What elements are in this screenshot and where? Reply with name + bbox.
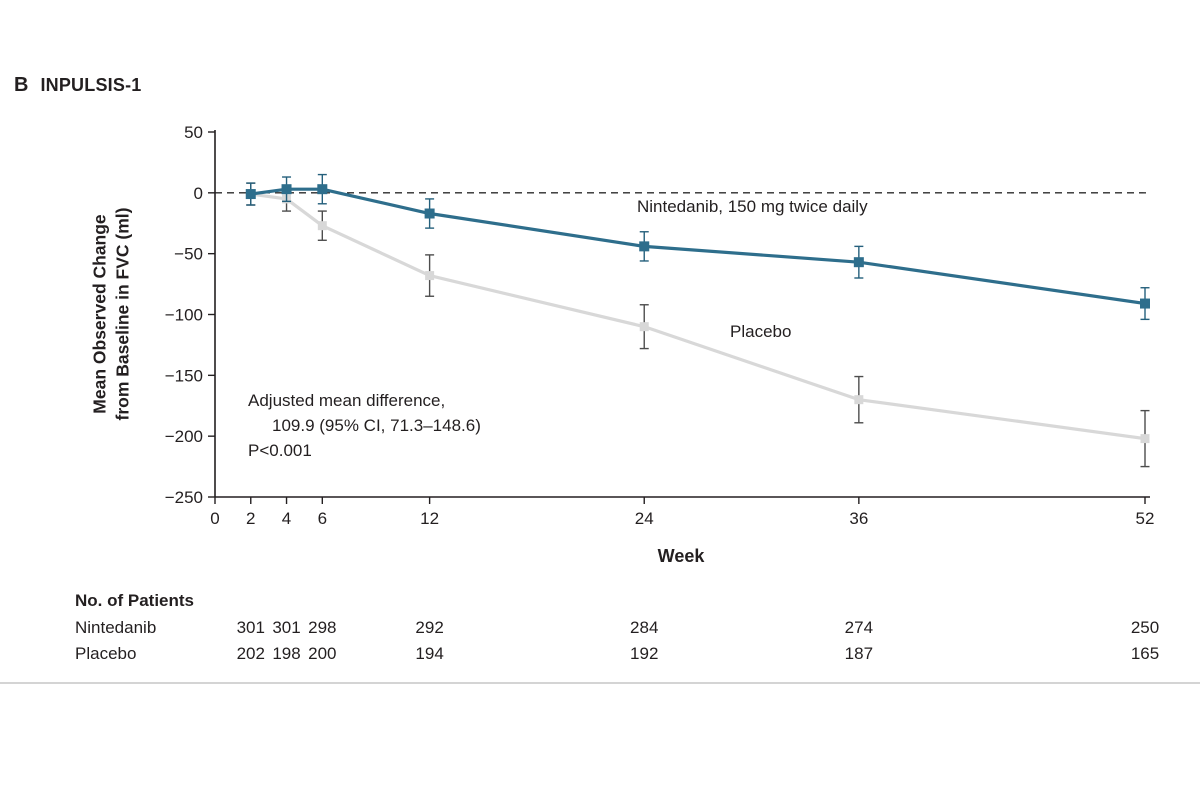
patients-count: 198 — [272, 644, 301, 663]
patients-row-label: Nintedanib — [75, 618, 157, 637]
y-axis-label-line1: Mean Observed Change — [89, 214, 110, 414]
y-tick-label: 50 — [184, 123, 203, 142]
bottom-divider — [0, 682, 1200, 684]
series-marker-0 — [245, 189, 256, 200]
patients-row-label: Placebo — [75, 644, 137, 663]
y-tick-label: 0 — [194, 184, 203, 203]
series-marker-0 — [281, 184, 292, 195]
annotation-line1: Adjusted mean difference, — [248, 391, 446, 410]
patients-count: 192 — [630, 644, 659, 663]
patients-count: 202 — [236, 644, 265, 663]
y-tick-label: −150 — [165, 366, 203, 385]
nintedanib-series-label: Nintedanib, 150 mg twice daily — [637, 197, 868, 216]
patients-count: 292 — [415, 618, 444, 637]
patients-count: 250 — [1130, 618, 1160, 637]
series-marker-0 — [1140, 298, 1150, 309]
x-tick-label: 24 — [635, 509, 654, 528]
patients-count: 301 — [272, 618, 301, 637]
x-tick-label: 12 — [420, 509, 439, 528]
series-marker-1 — [317, 221, 327, 231]
series-marker-1 — [1140, 434, 1150, 444]
panel-header: B INPULSIS-1 — [14, 74, 141, 97]
x-tick-label: 6 — [318, 509, 327, 528]
patients-count: 194 — [415, 644, 444, 663]
patients-count: 187 — [844, 644, 874, 663]
series-marker-0 — [424, 208, 435, 219]
series-marker-1 — [854, 395, 864, 405]
y-tick-label: −200 — [165, 427, 203, 446]
series-marker-1 — [639, 322, 649, 332]
series-marker-0 — [317, 184, 328, 195]
patients-count: 200 — [308, 644, 337, 663]
panel-letter: B — [14, 74, 29, 96]
y-axis-label-line2: from Baseline in FVC (ml) — [112, 207, 132, 421]
x-axis-label: Week — [657, 546, 705, 566]
series-marker-0 — [639, 241, 650, 252]
patients-count: 301 — [236, 618, 265, 637]
patients-count: 165 — [1130, 644, 1160, 663]
y-axis-label: Mean Observed Change from Baseline in FV… — [88, 208, 134, 421]
panel-title: INPULSIS-1 — [40, 75, 142, 95]
placebo-series-label: Placebo — [730, 322, 792, 341]
annotation-line3: P<0.001 — [248, 441, 312, 460]
patients-row-nintedanib: Nintedanib 301 301 298 292 284 274 250 — [0, 618, 1200, 640]
annotation-line2: 109.9 (95% CI, 71.3–148.6) — [272, 416, 481, 435]
y-tick-label: −50 — [174, 245, 203, 264]
x-tick-label: 0 — [210, 509, 219, 528]
patients-table-header: No. of Patients — [75, 591, 195, 610]
series-marker-1 — [425, 271, 435, 281]
patients-count: 298 — [308, 618, 337, 637]
patients-count: 274 — [844, 618, 874, 637]
x-tick-label: 4 — [282, 509, 291, 528]
x-tick-label: 52 — [1136, 509, 1155, 528]
series-marker-0 — [853, 257, 864, 268]
adjusted-mean-difference-annotation: Adjusted mean difference, 109.9 (95% CI,… — [248, 388, 481, 463]
patients-count: 284 — [630, 618, 659, 637]
y-tick-label: −250 — [165, 488, 203, 507]
x-tick-label: 2 — [246, 509, 255, 528]
x-tick-label: 36 — [849, 509, 868, 528]
patients-row-placebo: Placebo 202 198 200 194 192 187 165 — [0, 644, 1200, 666]
y-tick-label: −100 — [165, 306, 203, 325]
